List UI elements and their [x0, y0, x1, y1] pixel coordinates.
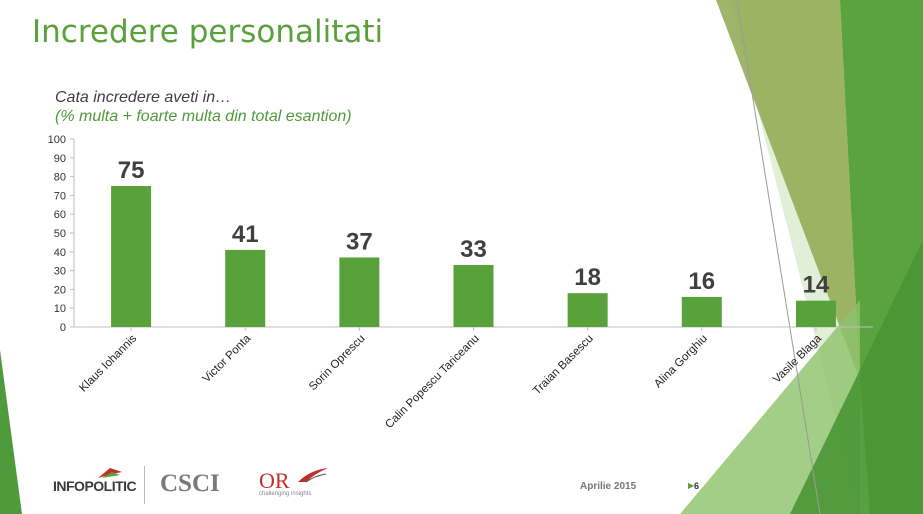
chart-subtitle-question: Cata incredere aveti in…	[55, 89, 232, 106]
bar	[567, 293, 608, 327]
y-tick-label: 0	[60, 322, 66, 334]
csci-logo: CSCI	[160, 470, 220, 497]
y-tick-label: 30	[54, 266, 66, 278]
y-tick-label: 50	[54, 228, 66, 240]
infopolitic-logo: INFOPOLITIC	[53, 478, 137, 494]
category-label: Sorin Oprescu	[307, 333, 367, 393]
bar	[225, 249, 266, 327]
chart-subtitle-note: (% multa + foarte multa din total esanti…	[55, 108, 352, 125]
or-swoosh-icon	[298, 468, 328, 483]
deco-line	[736, 0, 821, 514]
data-label: 14	[803, 272, 830, 299]
bar	[453, 264, 494, 327]
bar	[111, 186, 152, 327]
data-label: 75	[118, 157, 145, 184]
y-tick-label: 10	[54, 303, 66, 315]
data-label: 33	[460, 236, 487, 263]
y-tick-label: 40	[54, 247, 66, 259]
data-label: 41	[232, 221, 259, 248]
category-label: Traian Basescu	[531, 333, 596, 398]
slide-title: Incredere personalitati	[32, 14, 384, 50]
y-tick-label: 70	[54, 190, 66, 202]
data-label: 37	[346, 228, 373, 255]
y-tick-label: 20	[54, 284, 66, 296]
data-label: 18	[574, 264, 601, 291]
category-label: Alina Gorghiu	[652, 333, 710, 391]
footer-date: Aprilie 2015	[580, 481, 637, 492]
or-tagline: challenging insights	[259, 491, 312, 497]
bar	[795, 300, 836, 327]
y-tick-label: 90	[54, 153, 66, 165]
y-tick-label: 60	[54, 209, 66, 221]
category-label: Klaus Iohannis	[77, 332, 139, 394]
bar	[339, 257, 380, 327]
logo-separator	[144, 466, 145, 504]
deco-left-edge	[0, 350, 22, 514]
deco-bottom-triangle-2	[790, 240, 923, 514]
or-logo: OR	[259, 468, 290, 493]
infopolitic-mark-icon	[98, 468, 122, 478]
category-label: Vasile Blaga	[771, 332, 825, 386]
y-tick-label: 100	[48, 134, 66, 146]
data-label: 16	[688, 268, 715, 295]
category-label: Victor Ponta	[201, 332, 254, 385]
bar	[681, 296, 722, 327]
y-tick-label: 80	[54, 172, 66, 184]
deco-bottom-triangle	[680, 300, 860, 514]
page-arrow-icon: ▶	[688, 481, 695, 490]
category-label: Calin Popescu Tariceanu	[383, 333, 481, 431]
page-number: 6	[694, 481, 700, 491]
